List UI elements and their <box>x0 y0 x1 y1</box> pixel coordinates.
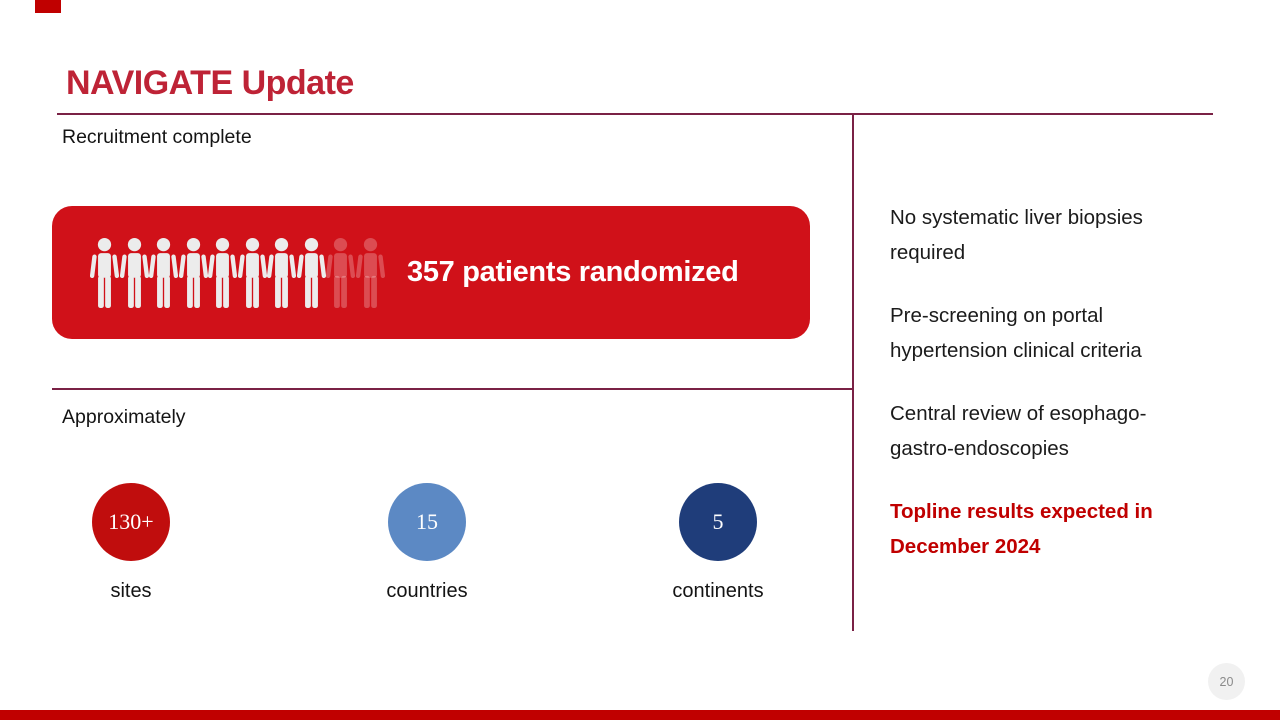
countries-circle: 15 <box>388 483 466 561</box>
person-icon <box>355 237 385 308</box>
person-icon <box>90 237 119 308</box>
person-icon <box>237 237 267 308</box>
top-left-accent-rect <box>35 0 61 13</box>
person-icon <box>296 237 326 308</box>
person-icon <box>178 237 208 308</box>
recruitment-heading: Recruitment complete <box>62 126 252 148</box>
title-divider <box>57 113 1213 115</box>
person-icon <box>119 237 149 308</box>
bottom-accent-bar <box>0 710 1280 720</box>
sites-label: sites <box>110 580 152 602</box>
sites-circle: 130+ <box>92 483 170 561</box>
stat-continents: 5 continents <box>638 483 798 603</box>
patient-icons-row <box>90 237 385 309</box>
note-topline-results: Topline results expected in December 202… <box>890 500 1153 558</box>
person-icon <box>149 237 178 308</box>
note-central-review: Central review of esophago-gastro-endosc… <box>890 402 1147 460</box>
person-icon <box>208 237 237 308</box>
continents-label: continents <box>672 580 764 602</box>
section-divider <box>52 388 852 390</box>
notes-column: No systematic liver biopsies required Pr… <box>890 200 1208 592</box>
note-prescreening: Pre-screening on portal hypertension cli… <box>890 304 1142 362</box>
page-number-badge: 20 <box>1208 663 1245 700</box>
countries-label: countries <box>386 580 468 602</box>
patients-banner-text: 357 patients randomized <box>407 256 739 288</box>
stat-countries: 15 countries <box>347 483 507 603</box>
person-icon <box>326 237 355 308</box>
patients-banner: 357 patients randomized <box>52 206 810 339</box>
stat-sites: 130+ sites <box>51 483 211 603</box>
vertical-divider <box>852 113 854 631</box>
person-icon <box>267 237 296 308</box>
note-biopsies: No systematic liver biopsies required <box>890 206 1143 264</box>
page-title: NAVIGATE Update <box>66 64 354 102</box>
approximately-heading: Approximately <box>62 406 186 428</box>
continents-circle: 5 <box>679 483 757 561</box>
